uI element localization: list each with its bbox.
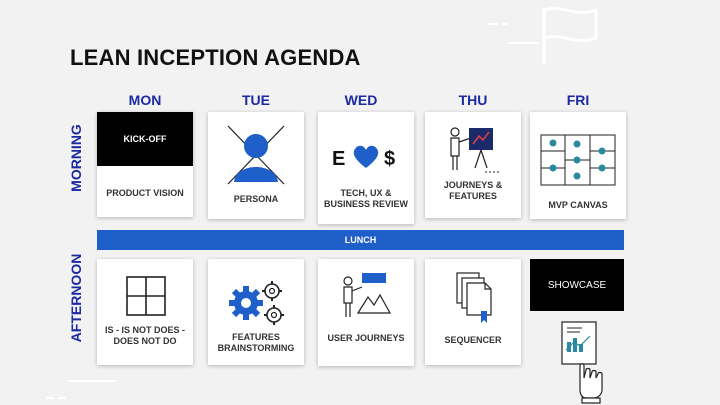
day-mon: MON bbox=[128, 92, 162, 108]
period-afternoon: AFTERNOON bbox=[68, 253, 84, 343]
decor-line bbox=[68, 380, 116, 382]
card-mon-morning: KICK-OFF PRODUCT VISION bbox=[97, 112, 193, 217]
card-thu-afternoon: SEQUENCER bbox=[425, 259, 521, 365]
card-tue-afternoon: FEATURES BRAINSTORMING bbox=[208, 259, 304, 365]
e-heart-dollar-icon: E $ bbox=[332, 144, 402, 172]
card-label: SEQUENCER bbox=[444, 335, 502, 345]
heart-icon bbox=[353, 145, 379, 168]
showcase-header: SHOWCASE bbox=[530, 259, 624, 311]
report-hand-icon bbox=[561, 321, 603, 404]
decor-dash bbox=[46, 397, 54, 399]
stacked-documents-icon bbox=[456, 272, 492, 323]
day-tue: TUE bbox=[242, 92, 270, 108]
day-thu: THU bbox=[458, 92, 488, 108]
day-wed: WED bbox=[344, 92, 378, 108]
card-tue-morning: PERSONA bbox=[208, 112, 304, 219]
gears-icon bbox=[229, 281, 284, 325]
presenter-landscape-icon bbox=[343, 273, 392, 317]
canvas-grid-icon bbox=[540, 134, 616, 186]
period-morning: MORNING bbox=[68, 124, 84, 192]
card-label: IS - IS NOT DOES - DOES NOT DO bbox=[104, 325, 185, 346]
dollar-sign: $ bbox=[384, 148, 396, 170]
card-label: PERSONA bbox=[233, 194, 279, 204]
card-fri-morning: MVP CANVAS bbox=[530, 112, 626, 219]
persona-icon bbox=[227, 125, 285, 185]
page-title: LEAN INCEPTION AGENDA bbox=[70, 45, 361, 70]
card-label: JOURNEYS & FEATURES bbox=[443, 180, 503, 201]
decor-dash bbox=[502, 23, 508, 25]
card-wed-afternoon: USER JOURNEYS bbox=[318, 259, 414, 366]
four-square-grid-icon bbox=[126, 276, 166, 316]
card-label: FEATURES BRAINSTORMING bbox=[217, 332, 295, 353]
card-label: MVP CANVAS bbox=[548, 200, 608, 210]
decor-dash bbox=[488, 23, 498, 25]
card-label: TECH, UX & BUSINESS REVIEW bbox=[323, 188, 408, 209]
card-wed-morning: E $ TECH, UX & BUSINESS REVIEW bbox=[318, 112, 414, 224]
card-mon-afternoon: IS - IS NOT DOES - DOES NOT DO bbox=[97, 259, 193, 365]
card-thu-morning: JOURNEYS & FEATURES bbox=[425, 112, 521, 218]
decor-line bbox=[508, 42, 538, 44]
letter-e: E bbox=[332, 148, 346, 170]
card-label: PRODUCT VISION bbox=[106, 188, 184, 198]
kick-off-header: KICK-OFF bbox=[97, 112, 193, 166]
decor-dash bbox=[58, 397, 66, 399]
lunch-bar: LUNCH bbox=[97, 230, 624, 250]
flag-outline-icon bbox=[542, 7, 598, 64]
card-label: USER JOURNEYS bbox=[327, 333, 405, 343]
day-fri: FRI bbox=[566, 92, 590, 108]
presenter-board-icon bbox=[450, 127, 501, 173]
